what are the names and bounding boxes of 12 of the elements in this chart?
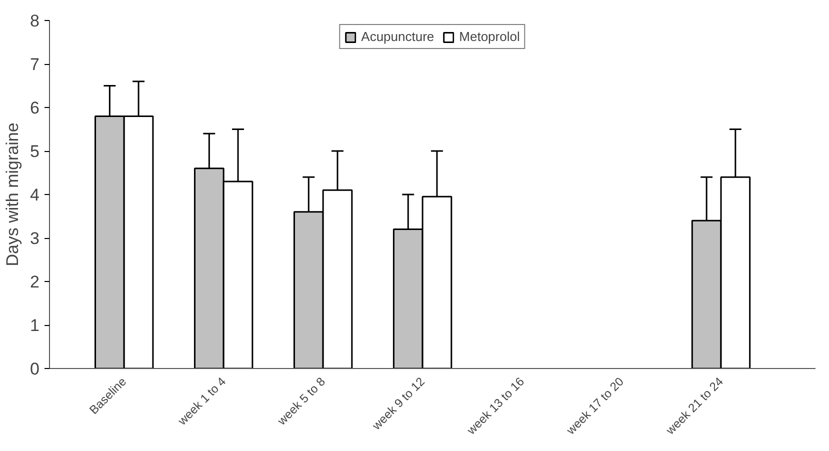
y-axis-title: Days with migraine (3, 122, 22, 266)
y-tick-label: 3 (30, 229, 40, 248)
y-tick-label: 4 (30, 186, 40, 204)
y-tick-label: 2 (30, 272, 40, 292)
legend-label: Metoprolol (459, 29, 520, 44)
legend-label: Acupuncture (361, 29, 434, 44)
y-tick-label: 0 (30, 360, 40, 378)
y-tick-label: 7 (30, 55, 40, 74)
y-tick-label: 8 (30, 12, 40, 30)
y-tick-label: 1 (30, 316, 40, 335)
y-tick-label: 6 (30, 98, 40, 118)
y-tick-label: 5 (30, 142, 40, 161)
